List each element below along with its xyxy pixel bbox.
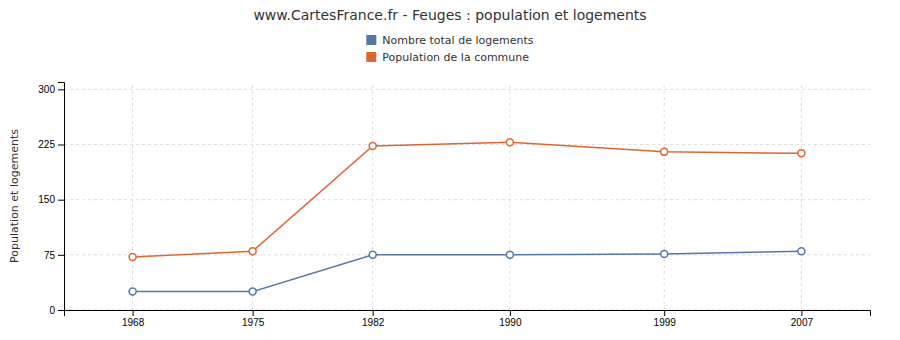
y-tick: 300 xyxy=(38,84,64,95)
legend-item: Population de la commune xyxy=(366,51,529,64)
y-tick-label: 0 xyxy=(49,305,55,316)
legend-label: Population de la commune xyxy=(382,51,529,64)
x-tick-label: 1975 xyxy=(242,317,265,328)
grid-line xyxy=(372,82,373,310)
y-tick: 75 xyxy=(44,250,64,261)
series-point xyxy=(798,150,805,157)
grid-line xyxy=(801,82,802,310)
series-point xyxy=(798,248,805,255)
series-point xyxy=(249,248,256,255)
x-tick-mark xyxy=(133,310,134,316)
x-tick-mark xyxy=(801,310,802,316)
legend-item: Nombre total de logements xyxy=(366,34,533,47)
x-tick: 1982 xyxy=(362,310,385,328)
series-point xyxy=(369,251,376,258)
x-tick-label: 1999 xyxy=(654,317,677,328)
series-line xyxy=(133,142,802,257)
chart: www.CartesFrance.fr - Feuges : populatio… xyxy=(0,0,900,340)
series-line xyxy=(133,251,802,291)
y-tick: 225 xyxy=(38,139,64,150)
grid-line xyxy=(252,82,253,310)
y-axis: 0 75 150 225 300 xyxy=(38,83,64,316)
legend-label: Nombre total de logements xyxy=(382,34,533,47)
x-tick-label: 1982 xyxy=(362,317,385,328)
y-tick-mark xyxy=(58,200,64,201)
title: www.CartesFrance.fr - Feuges : populatio… xyxy=(253,7,646,23)
x-tick: 1975 xyxy=(242,310,265,328)
y-tick-label: 225 xyxy=(38,139,55,150)
x-tick-label: 1990 xyxy=(499,317,522,328)
plot-area xyxy=(129,139,805,295)
y-tick-mark xyxy=(58,255,64,256)
y-tick: 0 xyxy=(49,305,64,316)
x-tick: 1999 xyxy=(654,310,677,328)
grid-line xyxy=(64,199,870,200)
series-point xyxy=(369,142,376,149)
x-tick: 1990 xyxy=(499,310,522,328)
y-axis-title: Population et logements xyxy=(8,129,21,263)
y-tick-mark xyxy=(58,145,64,146)
legend-swatch xyxy=(366,35,376,45)
y-tick-label: 300 xyxy=(38,84,55,95)
x-tick-mark xyxy=(253,310,254,316)
y-tick: 150 xyxy=(38,194,64,205)
series-point xyxy=(249,288,256,295)
x-tick-mark xyxy=(510,310,511,316)
grid-line xyxy=(664,82,665,310)
y-tick-mark xyxy=(58,310,64,311)
x-axis: 1968 1975 1982 1990 1999 2007 xyxy=(65,310,871,328)
y-tick-label: 75 xyxy=(44,250,56,261)
legend: Nombre total de logements Population de l… xyxy=(366,34,533,64)
series-point xyxy=(506,251,513,258)
x-axis-line xyxy=(65,311,871,317)
x-tick-label: 1968 xyxy=(122,317,145,328)
y-tick-label: 150 xyxy=(38,194,55,205)
series-point xyxy=(129,288,136,295)
series-point xyxy=(661,251,668,258)
x-tick-label: 2007 xyxy=(791,317,814,328)
legend-swatch xyxy=(366,52,376,62)
x-tick-mark xyxy=(664,310,665,316)
x-tick: 1968 xyxy=(122,310,145,328)
series-point xyxy=(506,139,513,146)
x-tick-mark xyxy=(373,310,374,316)
series-point xyxy=(129,254,136,261)
grid xyxy=(64,82,870,310)
grid-line xyxy=(509,82,510,310)
y-axis-line xyxy=(58,83,65,311)
x-tick: 2007 xyxy=(791,310,814,328)
series-point xyxy=(661,148,668,155)
grid-line xyxy=(64,89,870,90)
y-tick-mark xyxy=(58,89,64,90)
grid-line xyxy=(132,82,133,310)
